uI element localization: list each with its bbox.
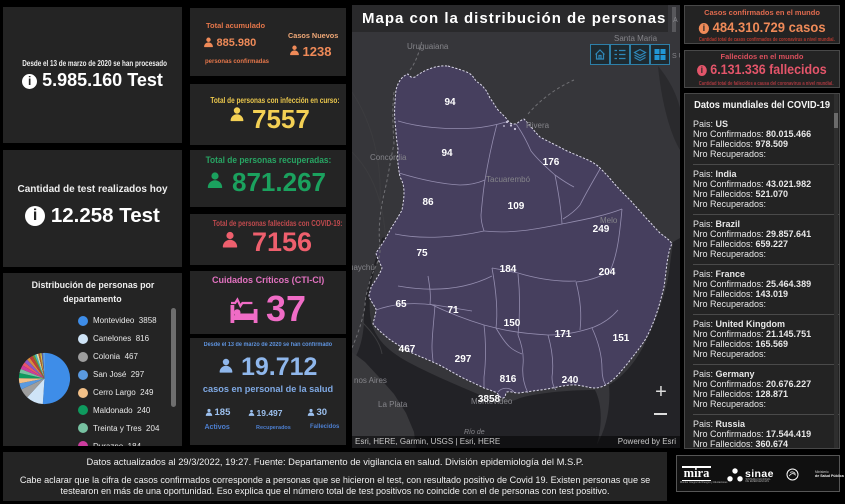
svg-text:249: 249 [593, 224, 610, 235]
svg-text:297: 297 [455, 354, 472, 365]
svg-text:Montevideo: Montevideo [471, 397, 513, 406]
svg-text:94: 94 [441, 148, 453, 159]
svg-text:151: 151 [613, 333, 630, 344]
svg-text:uaychú: uaychú [352, 263, 375, 272]
svg-text:150: 150 [504, 318, 521, 329]
svg-text:71: 71 [447, 305, 459, 316]
svg-text:Santa Maria: Santa Maria [614, 34, 658, 43]
svg-text:75: 75 [416, 248, 428, 259]
svg-text:86: 86 [422, 197, 434, 208]
svg-text:Uruguaiana: Uruguaiana [407, 42, 449, 51]
svg-text:nos Aires: nos Aires [354, 376, 387, 385]
svg-text:Melo: Melo [600, 216, 618, 225]
svg-text:Rivera: Rivera [526, 121, 550, 130]
svg-text:S U: S U [672, 53, 680, 60]
svg-text:176: 176 [543, 157, 560, 168]
svg-text:816: 816 [500, 374, 517, 385]
svg-text:65: 65 [395, 299, 407, 310]
svg-text:La Plata: La Plata [378, 400, 408, 409]
svg-text:Río de: Río de [464, 429, 485, 436]
svg-text:204: 204 [599, 267, 616, 278]
svg-text:Concordia: Concordia [370, 153, 407, 162]
svg-text:171: 171 [555, 329, 572, 340]
svg-text:109: 109 [508, 201, 525, 212]
svg-text:Tacuarembó: Tacuarembó [486, 175, 531, 184]
svg-text:240: 240 [562, 375, 579, 386]
svg-text:467: 467 [399, 344, 416, 355]
svg-text:94: 94 [444, 97, 456, 108]
svg-text:3858: 3858 [478, 394, 501, 405]
svg-text:184: 184 [500, 264, 517, 275]
